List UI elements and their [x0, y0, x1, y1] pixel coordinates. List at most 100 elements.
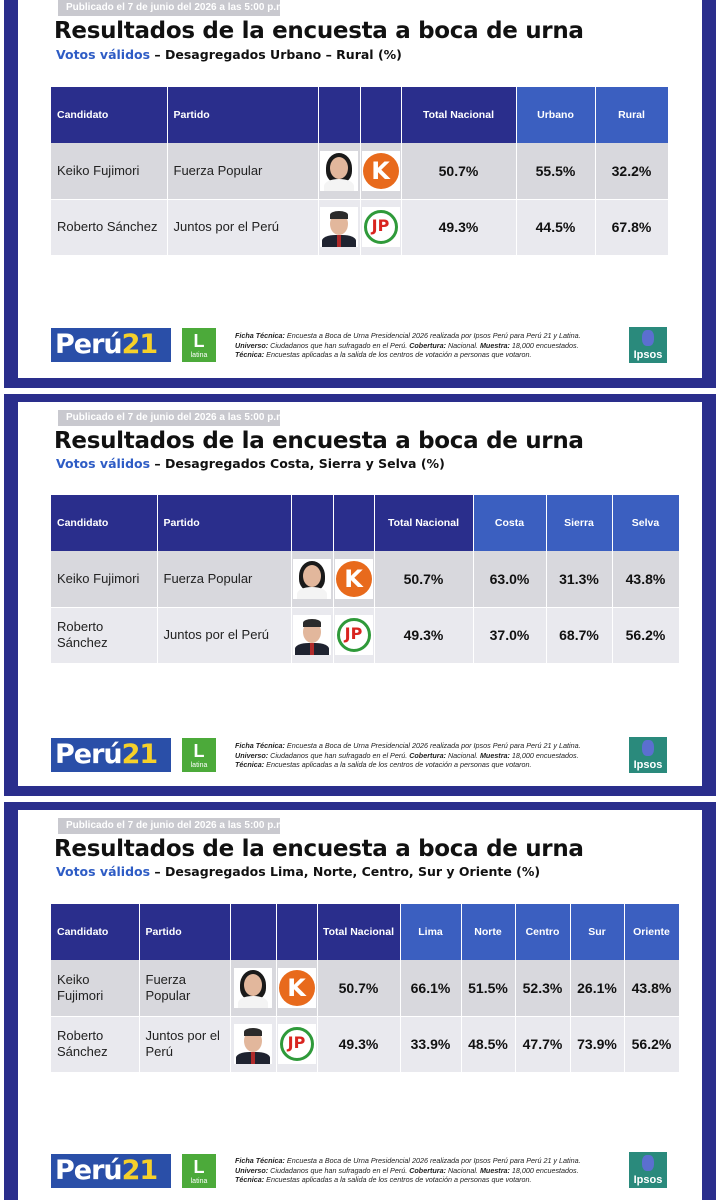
region-value: 66.1% — [400, 960, 462, 1017]
header-partido: Partido — [157, 495, 292, 551]
total-value: 50.7% — [317, 960, 401, 1017]
results-table: Candidato Partido Total Nacional Costa S… — [51, 495, 680, 664]
results-table: Candidato Partido Total Nacional Lima No… — [51, 904, 680, 1073]
header-photo — [318, 87, 361, 143]
party-name: Fuerza Popular — [139, 960, 231, 1017]
header-region: Rural — [595, 87, 669, 143]
ipsos-logo: Ipsos — [629, 327, 667, 363]
header-total: Total Nacional — [401, 87, 517, 143]
juntos-por-el-peru-logo: JP — [277, 1024, 316, 1064]
header-region: Lima — [400, 904, 462, 960]
panel-lima-norte-centro-sur-oriente: Publicado el 7 de junio del 2026 a las 5… — [4, 802, 716, 1200]
party-name: Fuerza Popular — [157, 551, 292, 608]
region-value: 56.2% — [612, 607, 680, 664]
region-value: 51.5% — [461, 960, 516, 1017]
panel-costa-sierra-selva: Publicado el 7 de junio del 2026 a las 5… — [4, 394, 716, 796]
ipsos-logo: Ipsos — [629, 1152, 667, 1188]
fuerza-popular-logo: K — [277, 967, 316, 1008]
header-region: Centro — [515, 904, 571, 960]
header-candidato: Candidato — [51, 904, 140, 960]
header-total: Total Nacional — [374, 495, 474, 551]
region-value: 26.1% — [570, 960, 625, 1017]
header-region: Sierra — [546, 495, 613, 551]
candidate-photo — [320, 150, 358, 191]
panel-title: Resultados de la encuesta a boca de urna — [54, 428, 584, 454]
candidate-photo — [234, 1024, 272, 1064]
region-value: 73.9% — [570, 1016, 625, 1073]
table-row: Roberto Sánchez Juntos por el Perú JP 49… — [51, 1016, 680, 1073]
panel-title: Resultados de la encuesta a boca de urna — [54, 836, 584, 862]
region-value: 63.0% — [473, 551, 547, 608]
header-photo — [230, 904, 277, 960]
candidate-photo — [320, 207, 358, 247]
ipsos-logo: Ipsos — [629, 737, 667, 773]
region-value: 43.8% — [612, 551, 680, 608]
region-value: 47.7% — [515, 1016, 571, 1073]
region-value: 33.9% — [400, 1016, 462, 1073]
juntos-por-el-peru-logo: JP — [361, 207, 400, 247]
header-partido: Partido — [167, 87, 319, 143]
region-value: 68.7% — [546, 607, 613, 664]
fuerza-popular-logo: K — [361, 150, 400, 191]
header-partido: Partido — [139, 904, 231, 960]
region-value: 37.0% — [473, 607, 547, 664]
header-candidato: Candidato — [51, 495, 158, 551]
table-row: Keiko Fujimori Fuerza Popular K 50.7% 66… — [51, 960, 680, 1017]
region-value: 56.2% — [624, 1016, 680, 1073]
candidate-name: Keiko Fujimori — [51, 960, 140, 1017]
region-value: 55.5% — [516, 143, 596, 200]
total-value: 49.3% — [374, 607, 474, 664]
table-header-row: Candidato Partido Total Nacional Costa S… — [51, 495, 680, 551]
party-name: Juntos por el Perú — [157, 607, 292, 664]
party-name: Fuerza Popular — [167, 143, 319, 200]
subtitle-prefix: Votos válidos — [56, 456, 151, 471]
published-date: Publicado el 7 de junio del 2026 a las 5… — [58, 818, 288, 834]
header-logo — [360, 87, 402, 143]
ficha-tecnica: Ficha Técnica: Encuesta a Boca de Urna P… — [235, 331, 581, 360]
header-total: Total Nacional — [317, 904, 401, 960]
juntos-por-el-peru-logo: JP — [334, 615, 373, 655]
total-value: 50.7% — [401, 143, 517, 200]
subtitle-rest: – Desagregados Urbano – Rural (%) — [150, 47, 402, 62]
header-region: Urbano — [516, 87, 596, 143]
results-table: Candidato Partido Total Nacional Urbano … — [51, 87, 669, 256]
peru21-logo: Perú21 — [51, 1154, 171, 1188]
ficha-tecnica: Ficha Técnica: Encuesta a Boca de Urna P… — [235, 1156, 581, 1185]
panel-subtitle: Votos válidos – Desagregados Lima, Norte… — [56, 864, 540, 879]
candidate-name: Keiko Fujimori — [51, 143, 168, 200]
candidate-name: Roberto Sánchez — [51, 199, 168, 256]
header-photo — [291, 495, 334, 551]
table-row: Roberto Sánchez Juntos por el Perú JP 49… — [51, 199, 669, 256]
total-value: 50.7% — [374, 551, 474, 608]
subtitle-prefix: Votos válidos — [56, 47, 151, 62]
region-value: 44.5% — [516, 199, 596, 256]
panel-subtitle: Votos válidos – Desagregados Costa, Sier… — [56, 456, 445, 471]
table-row: Keiko Fujimori Fuerza Popular K 50.7% 63… — [51, 551, 680, 608]
ficha-tecnica: Ficha Técnica: Encuesta a Boca de Urna P… — [235, 741, 581, 770]
header-region: Costa — [473, 495, 547, 551]
candidate-photo — [293, 558, 331, 599]
panel-subtitle: Votos válidos – Desagregados Urbano – Ru… — [56, 47, 402, 62]
header-logo — [276, 904, 318, 960]
candidate-name: Keiko Fujimori — [51, 551, 158, 608]
region-value: 67.8% — [595, 199, 669, 256]
region-value: 43.8% — [624, 960, 680, 1017]
header-region: Oriente — [624, 904, 680, 960]
candidate-name: Roberto Sánchez — [51, 607, 158, 664]
header-region: Sur — [570, 904, 625, 960]
party-name: Juntos por el Perú — [139, 1016, 231, 1073]
fuerza-popular-logo: K — [334, 558, 373, 599]
region-value: 32.2% — [595, 143, 669, 200]
subtitle-rest: – Desagregados Costa, Sierra y Selva (%) — [150, 456, 445, 471]
subtitle-rest: – Desagregados Lima, Norte, Centro, Sur … — [150, 864, 541, 879]
table-row: Keiko Fujimori Fuerza Popular K 50.7% 55… — [51, 143, 669, 200]
region-value: 31.3% — [546, 551, 613, 608]
published-date: Publicado el 7 de junio del 2026 a las 5… — [58, 410, 288, 426]
panel-title: Resultados de la encuesta a boca de urna — [54, 18, 584, 44]
candidate-name: Roberto Sánchez — [51, 1016, 140, 1073]
header-region: Selva — [612, 495, 680, 551]
peru21-logo: Perú21 — [51, 328, 171, 362]
